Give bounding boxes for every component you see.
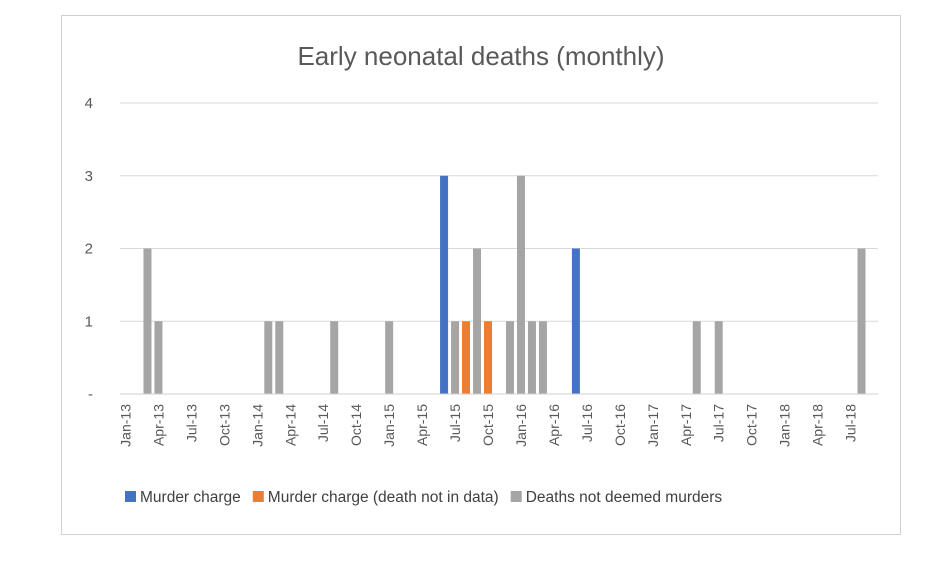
x-tick-label: Jul-17	[711, 404, 727, 442]
y-tick-label: 3	[85, 168, 93, 185]
y-tick-label: 4	[85, 95, 93, 112]
x-tick-label: Jan-15	[381, 404, 397, 447]
bar	[462, 321, 471, 394]
bar	[527, 321, 536, 394]
x-axis: Jan-13 Apr-13 Jul-13 Oct-13 Jan-14 Apr-14 Jul-…	[117, 404, 858, 447]
x-tick-label: Oct-15	[480, 404, 496, 446]
x-tick-label: Jan-13	[117, 404, 133, 447]
bars	[143, 175, 866, 394]
x-tick-label: Apr-16	[546, 404, 562, 446]
x-tick-label: Oct-14	[348, 404, 364, 446]
x-tick-label: Apr-15	[414, 404, 430, 446]
y-tick-label: -	[88, 386, 93, 403]
bar	[264, 321, 273, 394]
bar	[154, 321, 163, 394]
bar	[714, 321, 723, 394]
bar	[440, 175, 449, 394]
x-tick-label: Apr-14	[282, 404, 298, 446]
legend-label: Murder charge (death not in data)	[268, 489, 499, 506]
x-tick-label: Apr-18	[810, 404, 826, 446]
bar	[484, 321, 493, 394]
x-tick-label: Jul-16	[579, 404, 595, 442]
y-axis: - 1 2 3 4	[85, 95, 93, 403]
bar	[505, 321, 514, 394]
bar	[571, 248, 580, 394]
x-tick-label: Jan-14	[249, 404, 265, 447]
x-tick-label: Jan-16	[513, 404, 529, 447]
bar	[473, 248, 482, 394]
x-tick-label: Apr-17	[678, 404, 694, 446]
x-tick-label: Jul-15	[447, 404, 463, 442]
bar	[143, 248, 152, 394]
x-tick-label: Jul-14	[315, 404, 331, 442]
legend-label: Murder charge	[140, 489, 241, 506]
legend-swatch	[125, 491, 136, 502]
gridlines	[120, 102, 878, 322]
bar	[385, 321, 394, 394]
legend-label: Deaths not deemed murders	[526, 489, 723, 506]
x-tick-label: Jan-18	[777, 404, 793, 447]
legend-swatch	[510, 491, 522, 502]
bar	[451, 321, 460, 394]
y-tick-label: 2	[85, 241, 93, 258]
bar	[330, 321, 339, 394]
bar	[538, 321, 547, 394]
y-tick-label: 1	[85, 313, 93, 330]
chart-title: Early neonatal deaths (monthly)	[297, 41, 664, 71]
x-tick-label: Oct-13	[216, 404, 232, 446]
x-tick-label: Jan-17	[645, 404, 661, 447]
x-tick-label: Jul-18	[843, 404, 859, 442]
legend-swatch	[252, 491, 264, 502]
x-tick-label: Apr-13	[150, 404, 166, 446]
legend: Murder charge Murder charge (death not in…	[125, 489, 722, 506]
x-tick-label: Jul-13	[183, 404, 199, 442]
bar	[692, 321, 701, 394]
bar	[857, 248, 866, 394]
x-tick-label: Oct-17	[744, 404, 760, 446]
x-tick-label: Oct-16	[612, 404, 628, 446]
bar	[275, 321, 284, 394]
bar	[516, 175, 525, 394]
